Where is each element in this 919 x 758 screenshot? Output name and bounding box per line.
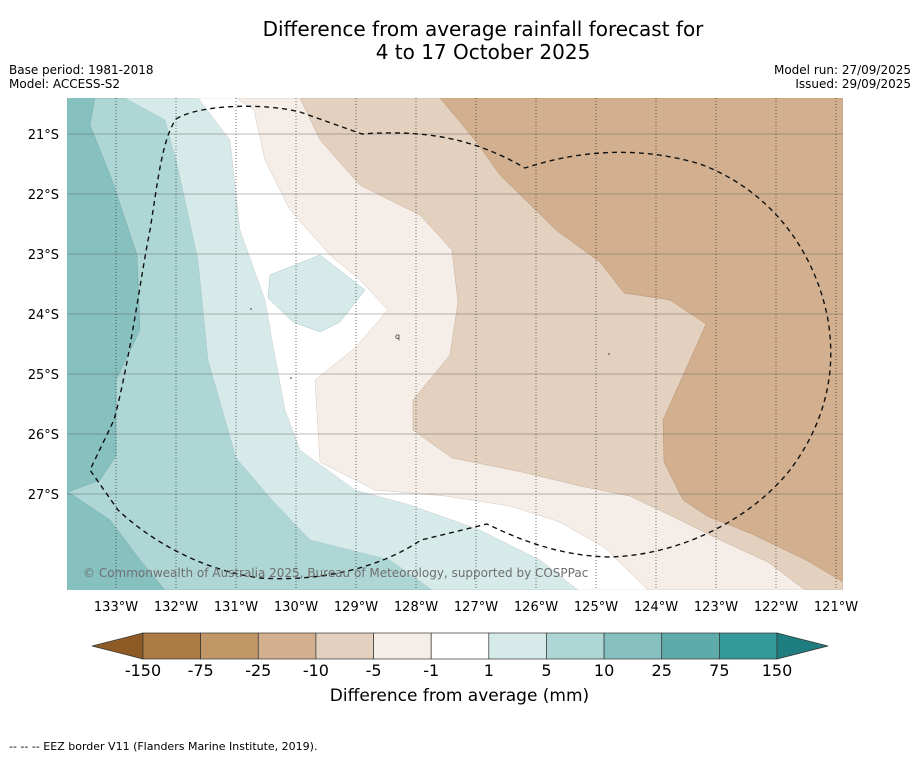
issued-text: Issued: 29/09/2025 — [795, 77, 911, 91]
lon-label: 121°W — [814, 600, 858, 615]
colorbar-ticks: -150 -75 -25 -10 -5 -1 1 5 10 25 75 150 — [125, 661, 792, 680]
colorbar-cell — [488, 632, 547, 660]
lon-labels: 133°W 132°W 131°W 130°W 129°W 128°W 127°… — [94, 600, 858, 615]
model-text: Model: ACCESS-S2 — [9, 77, 121, 91]
lon-label: 128°W — [394, 600, 438, 615]
lon-label: 122°W — [754, 600, 798, 615]
colorbar-cell — [719, 632, 778, 660]
colorbar-cell — [315, 632, 374, 660]
map-title: Difference from average rainfall forecas… — [0, 18, 919, 64]
colorbar-tick-label: -5 — [366, 661, 382, 680]
colorbar-cell — [257, 632, 317, 660]
contour-dot-1 — [250, 308, 252, 310]
colorbar-cell — [373, 632, 432, 660]
colorbar-tick-label: 1 — [484, 661, 494, 680]
colorbar-cells — [142, 632, 778, 660]
lat-label: 23°S — [28, 248, 59, 263]
colorbar-tick-label: -25 — [245, 661, 271, 680]
colorbar-extend-high — [776, 632, 829, 660]
colorbar-cell — [603, 632, 663, 660]
lat-labels: 21°S 22°S 23°S 24°S 25°S 26°S 27°S — [28, 128, 59, 503]
lat-label: 21°S — [28, 128, 59, 143]
colorbar-cell — [142, 632, 201, 660]
lat-label: 26°S — [28, 428, 59, 443]
region-plus-1-5-blob — [267, 254, 366, 333]
colorbar-tick-label: 5 — [541, 661, 551, 680]
footer-legend: -- -- -- EEZ border V11 (Flanders Marine… — [9, 740, 318, 753]
title-line-1: Difference from average rainfall forecas… — [262, 17, 704, 41]
colorbar-tick-label: 75 — [709, 661, 729, 680]
eez-border-line — [89, 105, 832, 580]
map-fill-layers: q — [67, 98, 843, 590]
lon-label: 129°W — [334, 600, 378, 615]
contour-glyph: q — [395, 332, 400, 341]
colorbar-tick-label: 25 — [652, 661, 672, 680]
lon-label: 131°W — [214, 600, 258, 615]
title-line-2: 4 to 17 October 2025 — [375, 40, 591, 64]
colorbar-cell — [430, 632, 490, 660]
rainfall-map: q 21 — [28, 98, 858, 680]
colorbar-tick-label: -10 — [303, 661, 329, 680]
colorbar-cell — [661, 632, 720, 660]
colorbar-tick-label: 150 — [762, 661, 793, 680]
colorbar-cell — [546, 632, 605, 660]
colorbar-tick-label: -75 — [188, 661, 214, 680]
lon-label: 130°W — [274, 600, 318, 615]
model-run-text: Model run: 27/09/2025 — [773, 63, 911, 77]
lat-label: 22°S — [28, 188, 59, 203]
region-minus-10-25 — [439, 98, 843, 583]
colorbar-title: Difference from average (mm) — [329, 686, 590, 706]
lon-label: 127°W — [454, 600, 498, 615]
lat-gridlines — [67, 133, 843, 495]
lon-label: 124°W — [634, 600, 678, 615]
copyright-text: © Commonwealth of Australia 2025, Bureau… — [83, 566, 588, 580]
colorbar-tick-label: 10 — [594, 661, 614, 680]
colorbar-cell — [200, 632, 259, 660]
base-period-text: Base period: 1981-2018 — [9, 63, 154, 77]
lon-label: 132°W — [154, 600, 198, 615]
colorbar-tick-label: -150 — [125, 661, 161, 680]
info-left: Base period: 1981-2018 Model: ACCESS-S2 — [9, 63, 154, 91]
colorbar: -150 -75 -25 -10 -5 -1 1 5 10 25 75 150 — [91, 632, 829, 680]
lat-label: 27°S — [28, 488, 59, 503]
contour-dot-2 — [290, 377, 292, 379]
lon-gridlines — [115, 98, 837, 590]
colorbar-extend-low — [91, 632, 144, 660]
lat-label: 25°S — [28, 368, 59, 383]
lon-label: 125°W — [574, 600, 618, 615]
contour-dot-3 — [608, 353, 610, 355]
lon-label: 133°W — [94, 600, 138, 615]
colorbar-tick-label: -1 — [423, 661, 439, 680]
lon-label: 123°W — [694, 600, 738, 615]
info-right: Model run: 27/09/2025 Issued: 29/09/2025 — [774, 63, 911, 91]
lat-label: 24°S — [28, 308, 59, 323]
lon-label: 126°W — [514, 600, 558, 615]
